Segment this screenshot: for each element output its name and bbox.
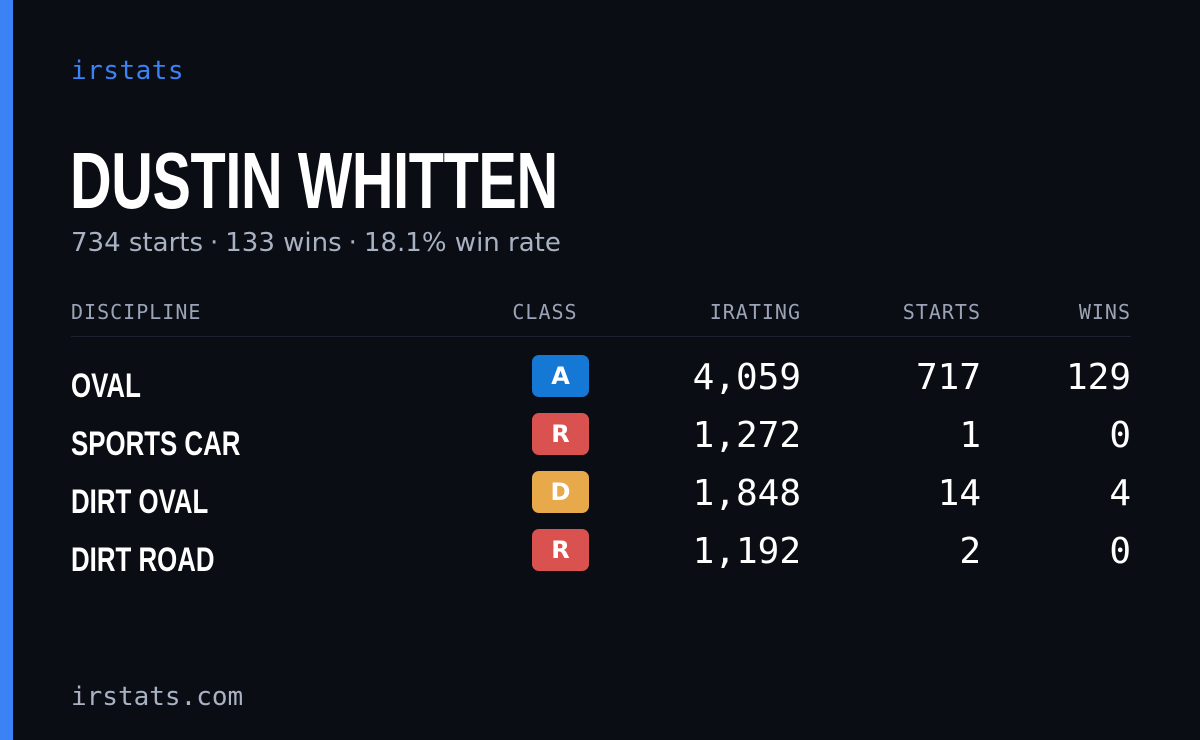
driver-summary: 734 starts · 133 wins · 18.1% win rate bbox=[71, 228, 561, 258]
starts-value: 14 bbox=[937, 473, 981, 514]
accent-bar bbox=[0, 0, 13, 740]
table-row: OVAL A 4,059 717 129 bbox=[71, 353, 1131, 411]
header-starts: STARTS bbox=[902, 300, 981, 324]
class-badge: A bbox=[532, 355, 589, 397]
class-badge: R bbox=[532, 529, 589, 571]
wins-value: 0 bbox=[1109, 415, 1131, 456]
irating-value: 1,192 bbox=[692, 531, 801, 572]
table-row: DIRT OVAL D 1,848 14 4 bbox=[71, 469, 1131, 527]
discipline-name: OVAL bbox=[71, 367, 141, 405]
discipline-name: DIRT ROAD bbox=[71, 541, 215, 579]
summary-win-rate: 18.1% win rate bbox=[363, 228, 561, 258]
irating-value: 4,059 bbox=[692, 357, 801, 398]
wins-value: 129 bbox=[1065, 357, 1131, 398]
table-body: OVAL A 4,059 717 129 SPORTS CAR R 1,272 … bbox=[71, 353, 1131, 585]
starts-value: 2 bbox=[959, 531, 981, 572]
class-badge: R bbox=[532, 413, 589, 455]
wins-value: 0 bbox=[1109, 531, 1131, 572]
summary-separator: · bbox=[348, 228, 357, 258]
irating-value: 1,272 bbox=[692, 415, 801, 456]
summary-starts: 734 starts bbox=[71, 228, 203, 258]
header-wins: WINS bbox=[1078, 300, 1131, 324]
wins-value: 4 bbox=[1109, 473, 1131, 514]
class-badge: D bbox=[532, 471, 589, 513]
header-discipline: DISCIPLINE bbox=[71, 300, 202, 324]
starts-value: 1 bbox=[959, 415, 981, 456]
discipline-table: DISCIPLINE CLASS IRATING STARTS WINS OVA… bbox=[71, 296, 1131, 585]
table-row: DIRT ROAD R 1,192 2 0 bbox=[71, 527, 1131, 585]
summary-wins: 133 wins bbox=[225, 228, 342, 258]
driver-name: DUSTIN WHITTEN bbox=[70, 136, 558, 225]
brand-logo-text: irstats bbox=[71, 56, 185, 86]
header-class: CLASS bbox=[512, 300, 578, 324]
starts-value: 717 bbox=[915, 357, 981, 398]
table-row: SPORTS CAR R 1,272 1 0 bbox=[71, 411, 1131, 469]
header-irating: IRATING bbox=[709, 300, 801, 324]
discipline-name: SPORTS CAR bbox=[71, 425, 241, 463]
footer-url: irstats.com bbox=[71, 682, 244, 712]
table-header-row: DISCIPLINE CLASS IRATING STARTS WINS bbox=[71, 296, 1131, 337]
summary-separator: · bbox=[210, 228, 219, 258]
discipline-name: DIRT OVAL bbox=[71, 483, 209, 521]
irating-value: 1,848 bbox=[692, 473, 801, 514]
